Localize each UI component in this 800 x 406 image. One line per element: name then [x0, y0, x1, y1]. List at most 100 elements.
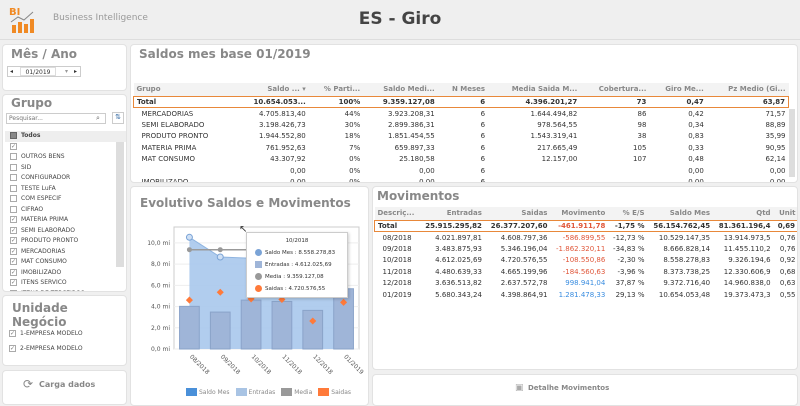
checkbox-checked-icon[interactable]: ✓: [9, 330, 16, 337]
saldo-mes-point[interactable]: [216, 253, 224, 261]
column-header[interactable]: Pz Medio (Gi...: [706, 83, 789, 96]
checkbox-partial-icon[interactable]: [10, 132, 17, 139]
grupo-scrollbar[interactable]: [116, 142, 124, 267]
grupo-item-todos[interactable]: Todos: [5, 131, 126, 142]
table-row[interactable]: 01/2019 5.680.343,24 4.398.864,91 1.281.478…: [375, 289, 798, 301]
search-icon[interactable]: ⌕: [96, 114, 100, 122]
checkbox-icon[interactable]: [10, 195, 17, 202]
total-row[interactable]: Total 25.915.295,82 26.377.207,60 -461.911,…: [374, 219, 797, 232]
grupo-item[interactable]: ✓ ITENS SERVICO: [5, 278, 126, 289]
checkbox-icon[interactable]: [10, 163, 17, 171]
table-row[interactable]: 12/2018 3.636.513,82 2.637.572,78 998.941,0…: [375, 278, 798, 290]
table-row[interactable]: MATERIA PRIMA 761.952,63 7% 659.897,33 6 217.…: [134, 142, 789, 154]
checkbox-checked-icon[interactable]: ✓: [10, 226, 17, 234]
cell: 105: [633, 143, 647, 152]
entradas-bar[interactable]: [302, 309, 324, 350]
table-row[interactable]: 0,00 0% 0,00 6 0,00 0,00: [134, 165, 789, 177]
grupo-search-input[interactable]: [6, 113, 106, 124]
column-header[interactable]: Movimento: [550, 207, 609, 220]
saldo-mes-point[interactable]: [185, 233, 193, 241]
grupo-item[interactable]: SID: [5, 163, 126, 174]
dropdown-icon[interactable]: ▾: [65, 68, 69, 75]
mes-ano-spinner[interactable]: ◂ 01/2019 ▾ ▸: [7, 66, 81, 77]
saldos-scrollbar[interactable]: [789, 109, 795, 177]
table-row[interactable]: 11/2018 4.480.639,33 4.665.199,96 -184.560,…: [375, 266, 798, 278]
checkbox-checked-icon[interactable]: ✓: [10, 237, 17, 244]
column-header[interactable]: % E/S: [608, 207, 648, 220]
entradas-bar[interactable]: [240, 299, 262, 350]
column-header[interactable]: Media Saida M...: [488, 83, 581, 96]
checkbox-checked-icon[interactable]: ✓: [10, 142, 17, 150]
grupo-item[interactable]: TESTE LuFA: [5, 184, 126, 195]
checkbox-icon[interactable]: [10, 184, 17, 192]
column-header[interactable]: N Meses: [437, 83, 489, 96]
saidas-point[interactable]: [309, 317, 317, 325]
mes-ano-value[interactable]: 01/2019: [20, 67, 56, 76]
entradas-bar[interactable]: [209, 311, 231, 350]
column-header[interactable]: Descriç...: [374, 207, 420, 220]
cell: 11/2018: [382, 267, 412, 276]
column-header[interactable]: Cobertura...: [580, 83, 650, 96]
grupo-item[interactable]: CONFIGURADOR: [5, 173, 126, 184]
saidas-point[interactable]: [216, 288, 224, 296]
grupo-item[interactable]: ✓ MATERIA PRIMA: [5, 215, 126, 226]
cell: 9.372.716,40: [663, 279, 711, 288]
checkbox-checked-icon[interactable]: ✓: [10, 279, 17, 286]
unidade-item[interactable]: ✓ 2-EMPRESA MODELO: [4, 341, 83, 356]
grupo-item[interactable]: ✓ SEMI ELABORADO: [5, 226, 126, 237]
table-row[interactable]: 09/2018 3.483.875,93 5.346.196,04 -1.862.32…: [375, 243, 798, 255]
column-header[interactable]: Entradas: [419, 207, 485, 220]
checkbox-icon[interactable]: [10, 289, 17, 291]
checkbox-icon[interactable]: [10, 205, 17, 213]
carga-dados-button[interactable]: ⟳ Carga dados: [2, 370, 127, 405]
cell: 38: [637, 132, 647, 141]
table-row[interactable]: 08/2018 4.021.897,81 4.608.797,36 -586.899,…: [375, 232, 798, 244]
grupo-item[interactable]: ✓ MAT CONSUMO: [5, 257, 126, 268]
grupo-item[interactable]: ITENS DE TERCEIROS: [5, 289, 126, 291]
legend-item[interactable]: Saidas: [318, 388, 351, 396]
column-header[interactable]: Qtd: [713, 207, 774, 220]
grupo-item[interactable]: ✓: [5, 142, 126, 153]
table-row[interactable]: SEMI ELABORADO 3.198.426,73 30% 2.899.386,3…: [134, 119, 789, 131]
cell: 659.897,33: [394, 143, 435, 152]
checkbox-checked-icon[interactable]: ✓: [10, 258, 17, 265]
checkbox-checked-icon[interactable]: ✓: [9, 345, 16, 352]
grupo-item[interactable]: ✓ IMOBILIZADO: [5, 268, 126, 279]
table-row[interactable]: IMOBILIZADO 0,00 0% 0,00 6 0,00 0,00: [134, 177, 789, 182]
grupo-item[interactable]: ✓ MERCADORIAS: [5, 247, 126, 258]
column-header[interactable]: Giro Me...: [649, 83, 707, 96]
prev-arrow-icon[interactable]: ◂: [10, 68, 14, 75]
legend-item[interactable]: Media: [281, 388, 312, 396]
legend-item[interactable]: Entradas: [235, 388, 275, 396]
checkbox-icon[interactable]: [10, 174, 17, 181]
table-row[interactable]: PRODUTO PRONTO 1.944.552,80 18% 1.851.454,5…: [134, 131, 789, 143]
column-header[interactable]: % Parti...: [308, 83, 364, 96]
grupo-item[interactable]: ✓ PRODUTO PRONTO: [5, 236, 126, 247]
column-header[interactable]: Grupo: [133, 83, 234, 96]
checkbox-checked-icon[interactable]: ✓: [10, 247, 17, 255]
table-row[interactable]: MERCADORIAS 4.705.813,40 44% 3.923.208,31 6 1…: [134, 108, 789, 120]
grupo-item[interactable]: COM ESPECIF: [5, 194, 126, 205]
table-row[interactable]: 10/2018 4.612.025,69 4.720.576,55 -108.550,…: [375, 255, 798, 267]
table-row[interactable]: MAT CONSUMO 43.307,92 0% 25.180,58 6 12.157,0…: [134, 154, 789, 166]
column-header[interactable]: Saldo Mes: [647, 207, 714, 220]
column-header[interactable]: Saidas: [484, 207, 551, 220]
media-point[interactable]: [217, 247, 223, 253]
unidade-item[interactable]: ✓ 1-EMPRESA MODELO: [4, 326, 83, 341]
entradas-bar[interactable]: [271, 300, 293, 350]
sort-icon[interactable]: ⇅: [112, 112, 124, 124]
checkbox-checked-icon[interactable]: ✓: [10, 268, 17, 276]
next-arrow-icon[interactable]: ▸: [74, 68, 78, 75]
checkbox-icon[interactable]: [10, 153, 17, 160]
legend-item[interactable]: Saldo Mes: [186, 388, 230, 396]
total-row[interactable]: Total 10.654.053... 100% 9.359.127,08 6 4.396…: [132, 95, 789, 108]
media-point[interactable]: [186, 247, 192, 253]
entradas-bar[interactable]: [179, 305, 200, 350]
grupo-item[interactable]: CIFRAO: [5, 205, 126, 216]
grupo-item[interactable]: OUTROS BENS: [5, 152, 126, 163]
column-header[interactable]: Unit: [773, 207, 797, 220]
detalhe-movimentos-button[interactable]: ▣ Detalhe Movimentos: [372, 374, 798, 406]
checkbox-checked-icon[interactable]: ✓: [10, 216, 17, 223]
column-header[interactable]: Saldo ... ▾: [233, 83, 309, 96]
column-header[interactable]: Saldo Medi...: [363, 83, 438, 96]
